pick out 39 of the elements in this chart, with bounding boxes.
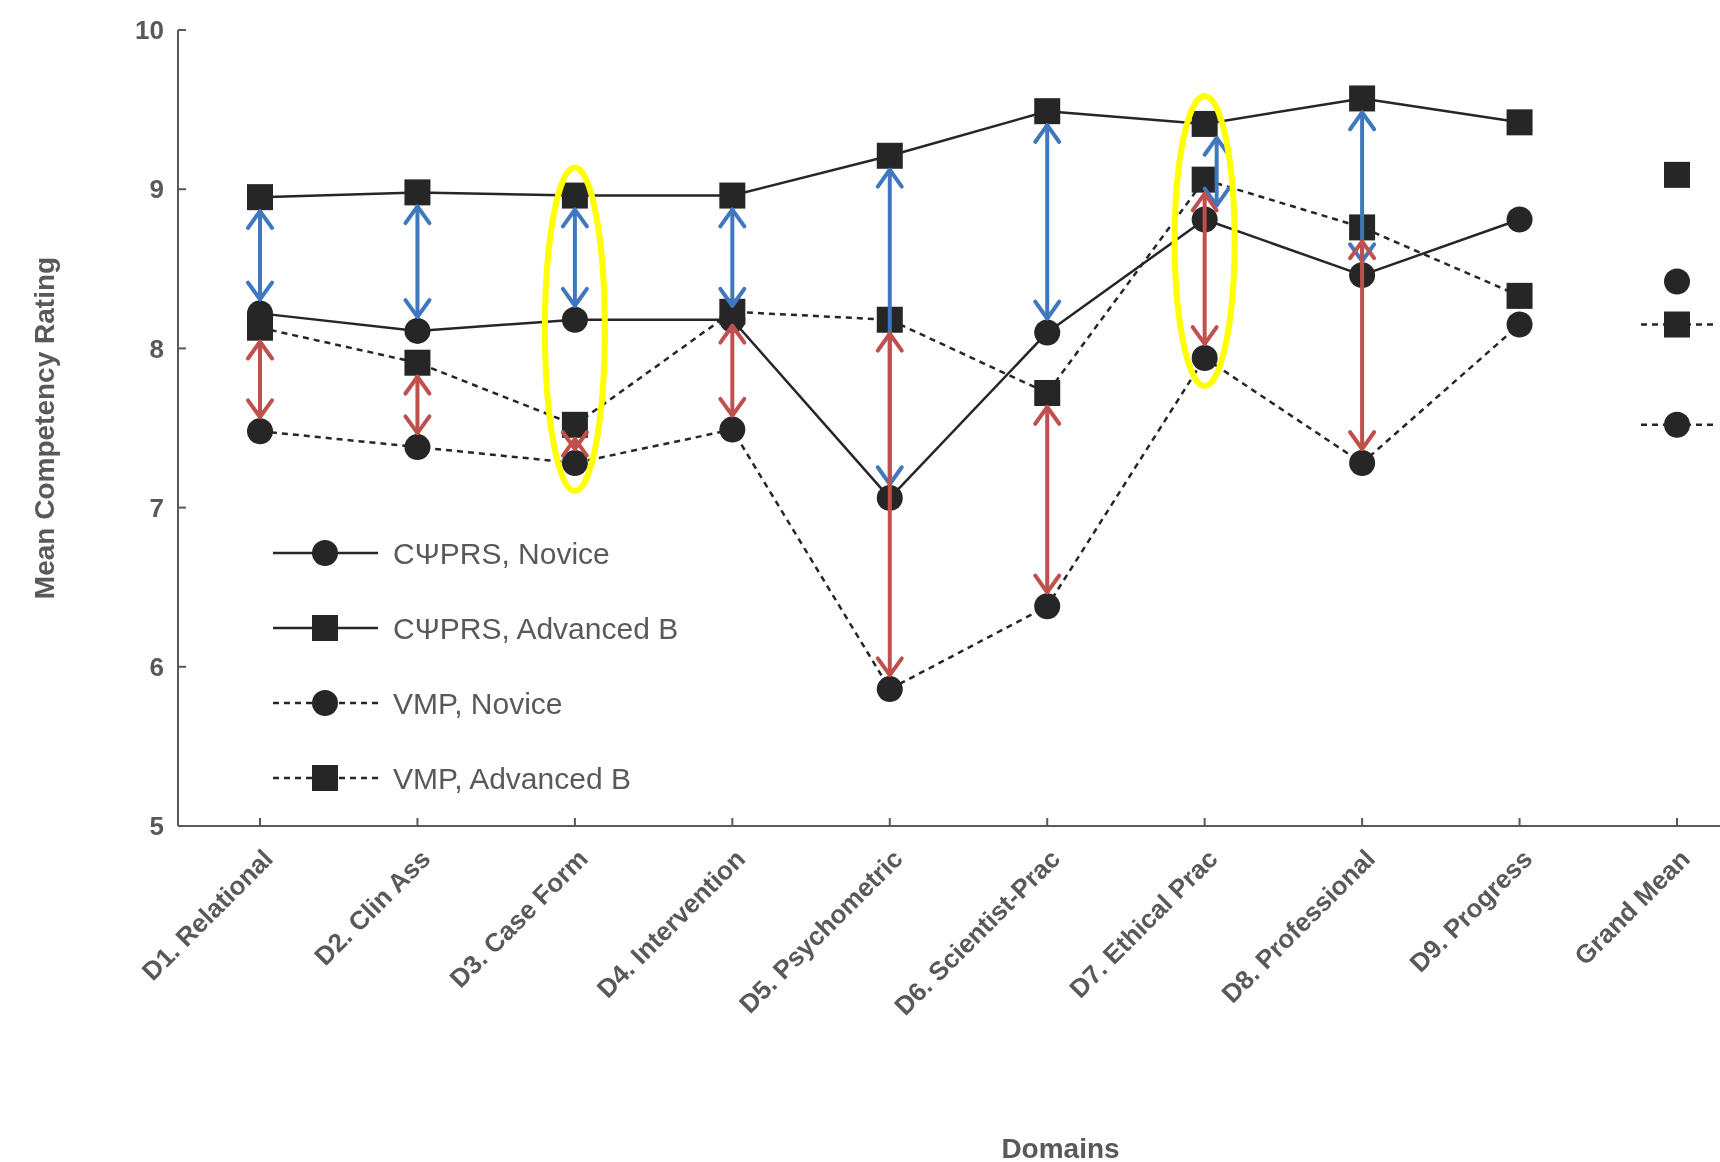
point (1506, 282, 1533, 309)
point (247, 418, 273, 445)
y-tick-label: 5 (149, 811, 164, 842)
point (404, 179, 431, 206)
y-tick-label: 6 (149, 651, 164, 682)
point (1506, 311, 1533, 338)
point (561, 182, 588, 209)
point (1506, 206, 1533, 233)
x-tick-label: D2. Clin Ass (308, 843, 437, 972)
point (1034, 593, 1061, 620)
y-tick-label: 7 (149, 492, 164, 523)
point (1034, 98, 1061, 125)
point (719, 416, 746, 443)
point (247, 184, 273, 211)
y-tick-label: 9 (149, 174, 164, 205)
legend-label: CΨPRS, Advanced B (393, 611, 679, 645)
y-tick-label: 10 (135, 15, 164, 46)
legend-label: VMP, Novice (393, 686, 563, 720)
point (1349, 85, 1376, 112)
y-axis-title: Mean Competency Rating (29, 256, 60, 600)
point (1349, 450, 1376, 477)
x-axis-title: Domains (1001, 1133, 1120, 1162)
point (561, 306, 588, 333)
point (404, 349, 431, 376)
legend-label: VMP, Advanced B (393, 761, 631, 795)
point (876, 676, 903, 703)
point (876, 142, 903, 169)
point (404, 317, 431, 344)
point (247, 314, 273, 341)
y-tick-label: 8 (149, 333, 164, 364)
point (404, 434, 431, 461)
point (1034, 379, 1061, 406)
point (1506, 109, 1533, 136)
legend-label: CΨPRS, Novice (393, 536, 610, 570)
point (1191, 344, 1218, 371)
point (561, 450, 588, 477)
point (1191, 110, 1218, 137)
point (719, 182, 746, 209)
point (1034, 319, 1061, 346)
